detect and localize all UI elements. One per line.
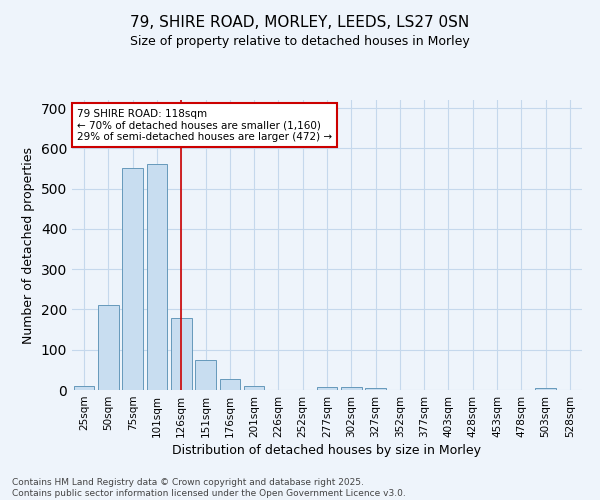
- Bar: [220, 378, 240, 390]
- X-axis label: Distribution of detached houses by size in Morley: Distribution of detached houses by size …: [173, 444, 482, 457]
- Bar: [341, 387, 362, 390]
- Bar: [122, 168, 143, 390]
- Y-axis label: Number of detached properties: Number of detached properties: [22, 146, 35, 344]
- Bar: [535, 388, 556, 390]
- Bar: [195, 360, 216, 390]
- Bar: [365, 388, 386, 390]
- Text: Size of property relative to detached houses in Morley: Size of property relative to detached ho…: [130, 35, 470, 48]
- Text: 79 SHIRE ROAD: 118sqm
← 70% of detached houses are smaller (1,160)
29% of semi-d: 79 SHIRE ROAD: 118sqm ← 70% of detached …: [77, 108, 332, 142]
- Bar: [74, 386, 94, 390]
- Bar: [171, 318, 191, 390]
- Bar: [98, 306, 119, 390]
- Text: 79, SHIRE ROAD, MORLEY, LEEDS, LS27 0SN: 79, SHIRE ROAD, MORLEY, LEEDS, LS27 0SN: [130, 15, 470, 30]
- Bar: [317, 387, 337, 390]
- Bar: [244, 386, 265, 390]
- Bar: [146, 164, 167, 390]
- Text: Contains HM Land Registry data © Crown copyright and database right 2025.
Contai: Contains HM Land Registry data © Crown c…: [12, 478, 406, 498]
